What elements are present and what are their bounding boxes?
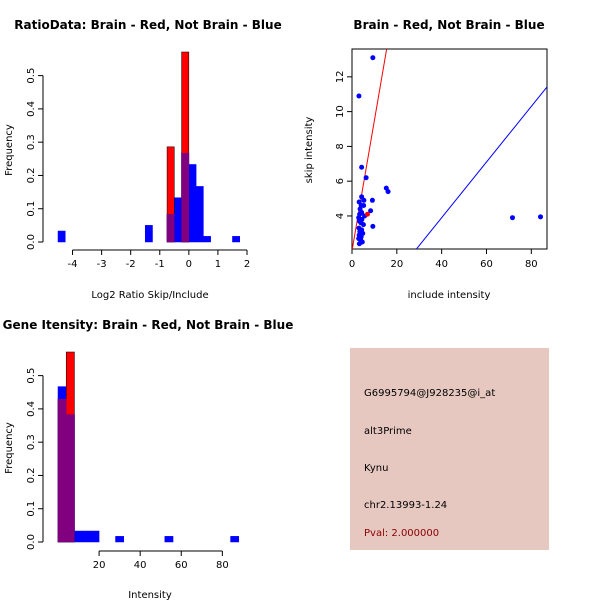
y-tick-label: 0.4 (26, 401, 37, 417)
scatter-chart-xlabel: include intensity (408, 290, 491, 301)
pval-text: Pval: 2.000000 (364, 528, 439, 539)
y-tick-label: 0.0 (26, 534, 37, 550)
intensity-chart-ylabel: Frequency (4, 422, 15, 474)
x-tick-label: -3 (97, 259, 107, 270)
x-tick-label: 0 (349, 259, 355, 270)
x-tick-label: 60 (175, 560, 188, 571)
ratio-histogram: -4 -3 -2 -1 0 1 2 0.0 0.1 0.2 0.3 0.4 0.5 (26, 51, 250, 270)
blue-bar (82, 530, 92, 543)
blue-bar (74, 530, 83, 543)
blue-fit-line (415, 86, 547, 249)
x-tick-label: 40 (134, 560, 147, 571)
blue-point (368, 208, 374, 214)
x-tick-label: 80 (216, 560, 229, 571)
blue-bar (115, 536, 124, 543)
info-panel (350, 348, 549, 550)
overlap-bar (166, 214, 175, 243)
blue-point (370, 55, 376, 61)
blue-point (538, 214, 543, 220)
y-tick-label: 0.4 (26, 101, 37, 117)
y-tick-label: 8 (335, 143, 346, 149)
gene-name-text: Kynu (364, 463, 388, 474)
x-tick-label: -4 (68, 259, 78, 270)
blue-bar (232, 236, 240, 243)
y-tick-label: 0.1 (26, 201, 37, 217)
y-tick-label: 0.2 (26, 167, 37, 183)
blue-bar (195, 186, 204, 243)
y-tick-label: 4 (335, 213, 346, 219)
y-tick-label: 6 (335, 178, 346, 184)
plot-frame (351, 48, 548, 250)
blue-bar (230, 536, 240, 543)
x-tick-label: 20 (390, 259, 403, 270)
fit-lines (352, 49, 547, 249)
intensity-chart-xlabel: Intensity (128, 590, 172, 600)
blue-point (361, 197, 367, 203)
y-tick-label: 0.0 (26, 234, 37, 250)
y-tick-label: 0.1 (26, 501, 37, 517)
red-point (364, 211, 370, 217)
overlap-bar (57, 398, 67, 543)
blue-point (363, 175, 369, 181)
x-tick-label: 2 (244, 259, 250, 270)
ratio-chart-title: RatioData: Brain - Red, Not Brain - Blue (14, 18, 281, 32)
scatter-chart-title: Brain - Red, Not Brain - Blue (353, 18, 544, 32)
red-fit-line (352, 49, 388, 249)
blue-point (385, 189, 391, 195)
blue-bar (164, 536, 174, 543)
x-tick-label: 80 (525, 259, 538, 270)
blue-point (361, 203, 367, 209)
ratio-chart-ylabel: Frequency (4, 124, 15, 176)
intensity-histogram: 20 40 60 80 0.0 0.1 0.2 0.3 0.4 0.5 (26, 351, 240, 571)
blue-bar (203, 236, 211, 243)
y-tick-label: 12 (335, 70, 346, 83)
probe-id-text: G6995794@J928235@i_at (364, 388, 495, 399)
scatter-plot: 0 20 40 60 80 4 6 8 10 12 (335, 48, 548, 270)
blue-bar (174, 197, 182, 243)
blue-point (359, 164, 365, 170)
x-tick-label: 0 (186, 259, 192, 270)
location-text: chr2.13993-1.24 (364, 500, 447, 511)
y-tick-label: 0.3 (26, 134, 37, 150)
scatter-chart-ylabel: skip intensity (304, 117, 315, 184)
x-tick-label: 1 (215, 259, 221, 270)
intensity-chart-title: Gene Itensity: Brain - Red, Not Brain - … (3, 318, 294, 332)
x-tick-label: 20 (93, 560, 106, 571)
blue-bar (90, 530, 100, 543)
blue-point (369, 197, 375, 203)
x-tick-label: 40 (435, 259, 448, 270)
blue-point (509, 215, 515, 221)
event-type-text: alt3Prime (364, 426, 412, 437)
x-tick-label: -2 (126, 259, 136, 270)
overlap-bar (65, 414, 75, 543)
y-tick-label: 0.3 (26, 434, 37, 450)
blue-bar (188, 164, 197, 243)
blue-bar (144, 225, 153, 243)
blue-point (356, 93, 362, 99)
blue-point (370, 223, 376, 229)
y-tick-label: 0.2 (26, 467, 37, 483)
y-tick-label: 0.5 (26, 68, 37, 84)
blue-point (356, 241, 362, 247)
overlap-bar (181, 152, 190, 243)
x-tick-label: 60 (480, 259, 493, 270)
y-tick-label: 0.5 (26, 368, 37, 384)
ratio-chart-xlabel: Log2 Ratio Skip/Include (91, 290, 208, 301)
y-tick-label: 10 (335, 105, 346, 118)
blue-bar (57, 230, 66, 243)
blue-point (360, 222, 366, 228)
x-tick-label: -1 (155, 259, 165, 270)
